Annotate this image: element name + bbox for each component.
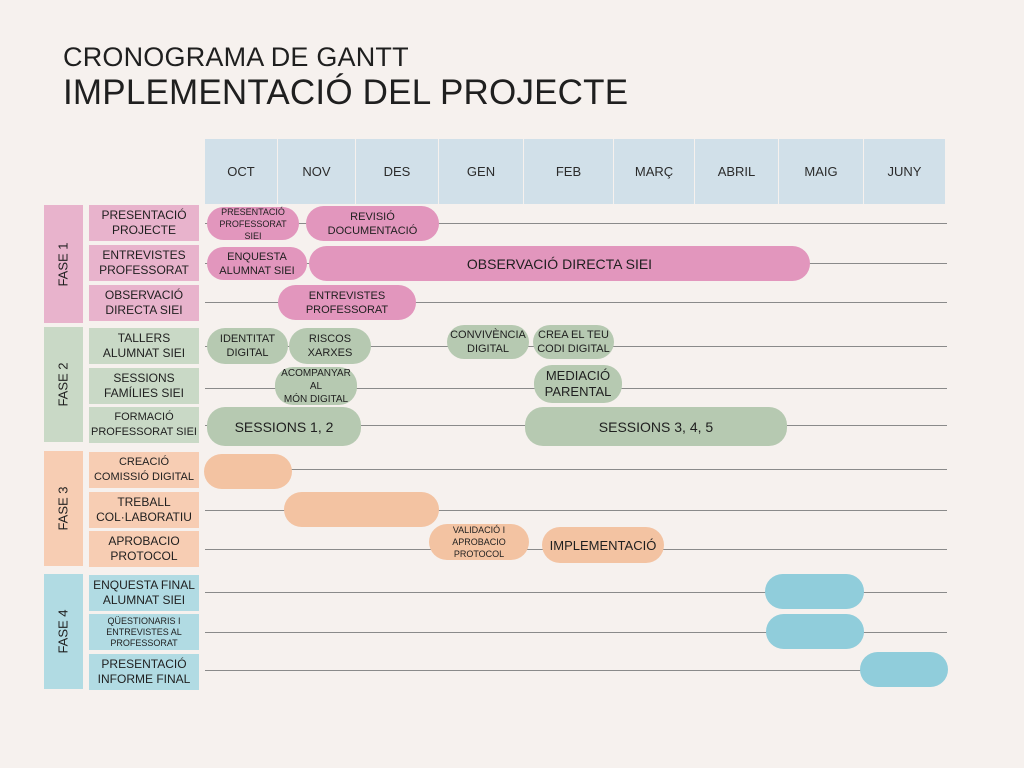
task-label: CREACIÓ COMISSIÓ DIGITAL <box>89 452 199 488</box>
gantt-bar: ENQUESTA ALUMNAT SIEI <box>207 247 307 280</box>
phase-3-label: FASE 3 <box>44 451 83 566</box>
task-label: TALLERS ALUMNAT SIEI <box>89 328 199 364</box>
gantt-bar: OBSERVACIÓ DIRECTA SIEI <box>309 246 810 281</box>
phase-4-text: FASE 4 <box>56 609 72 654</box>
phase-2-label: FASE 2 <box>44 327 83 442</box>
gantt-bar: ACOMPANYAR AL MÓN DIGITAL <box>275 367 357 405</box>
gantt-bar: ENTREVISTES PROFESSORAT <box>278 285 416 320</box>
month-marc: MARÇ <box>613 139 694 204</box>
chart-title-large: IMPLEMENTACIÓ DEL PROJECTE <box>63 73 629 112</box>
gantt-bar: PRESENTACIÓ PROFESSORAT SIEI <box>207 207 299 241</box>
task-label: ENTREVISTES PROFESSORAT <box>89 245 199 281</box>
month-oct: OCT <box>227 164 255 179</box>
gantt-bar <box>766 614 864 649</box>
month-nov: NOV <box>277 139 355 204</box>
chart-title-small: CRONOGRAMA DE GANTT <box>63 42 409 72</box>
gantt-bar <box>765 574 864 609</box>
task-label: QÜESTIONARIS I ENTREVISTES AL PROFESSORAT <box>89 614 199 650</box>
task-label: ENQUESTA FINAL ALUMNAT SIEI <box>89 575 199 611</box>
month-juny: JUNY <box>863 139 945 204</box>
task-label: APROBACIO PROTOCOL <box>89 531 199 567</box>
month-gen: GEN <box>438 139 523 204</box>
gantt-bar: IMPLEMENTACIÓ <box>542 527 664 563</box>
row-line <box>205 592 947 593</box>
phase-1-label: FASE 1 <box>44 205 83 323</box>
gantt-bar: IDENTITAT DIGITAL <box>207 328 288 364</box>
phase-1-text: FASE 1 <box>56 241 72 287</box>
month-feb: FEB <box>523 139 613 204</box>
gantt-bar: RISCOS XARXES <box>289 328 371 364</box>
month-header: OCT NOV DES GEN FEB MARÇ ABRIL MAIG JUNY <box>205 139 945 204</box>
month-abril: ABRIL <box>694 139 778 204</box>
phase-2-text: FASE 2 <box>56 362 72 407</box>
gantt-bar: CONVIVÈNCIA DIGITAL <box>447 325 529 359</box>
task-label: PRESENTACIÓ PROJECTE <box>89 205 199 241</box>
gantt-bar <box>860 652 948 687</box>
phase-3-text: FASE 3 <box>56 486 72 531</box>
gantt-bar <box>284 492 439 527</box>
phase-4-label: FASE 4 <box>44 574 83 689</box>
gantt-bar: SESSIONS 3, 4, 5 <box>525 407 787 446</box>
gantt-bar: SESSIONS 1, 2 <box>207 407 361 446</box>
task-label: FORMACIÓ PROFESSORAT SIEI <box>89 407 199 443</box>
row-line <box>205 510 947 511</box>
task-label: PRESENTACIÓ INFORME FINAL <box>89 654 199 690</box>
row-line <box>205 223 947 224</box>
gantt-bar: VALIDACIÓ I APROBACIO PROTOCOL <box>429 524 529 560</box>
row-line <box>205 632 947 633</box>
month-maig: MAIG <box>778 139 863 204</box>
task-label: SESSIONS FAMÍLIES SIEI <box>89 368 199 404</box>
task-label: OBSERVACIÓ DIRECTA SIEI <box>89 285 199 321</box>
gantt-bar: REVISIÓ DOCUMENTACIÓ <box>306 206 439 241</box>
gantt-bar: CREA EL TEU CODI DIGITAL <box>533 325 614 359</box>
row-line <box>205 469 947 470</box>
gantt-bar <box>204 454 292 489</box>
gantt-bar: MEDIACIÓ PARENTAL <box>534 365 622 403</box>
row-line <box>205 302 947 303</box>
row-line <box>205 670 947 671</box>
task-label: TREBALL COL·LABORATIU <box>89 492 199 528</box>
month-des: DES <box>355 139 438 204</box>
